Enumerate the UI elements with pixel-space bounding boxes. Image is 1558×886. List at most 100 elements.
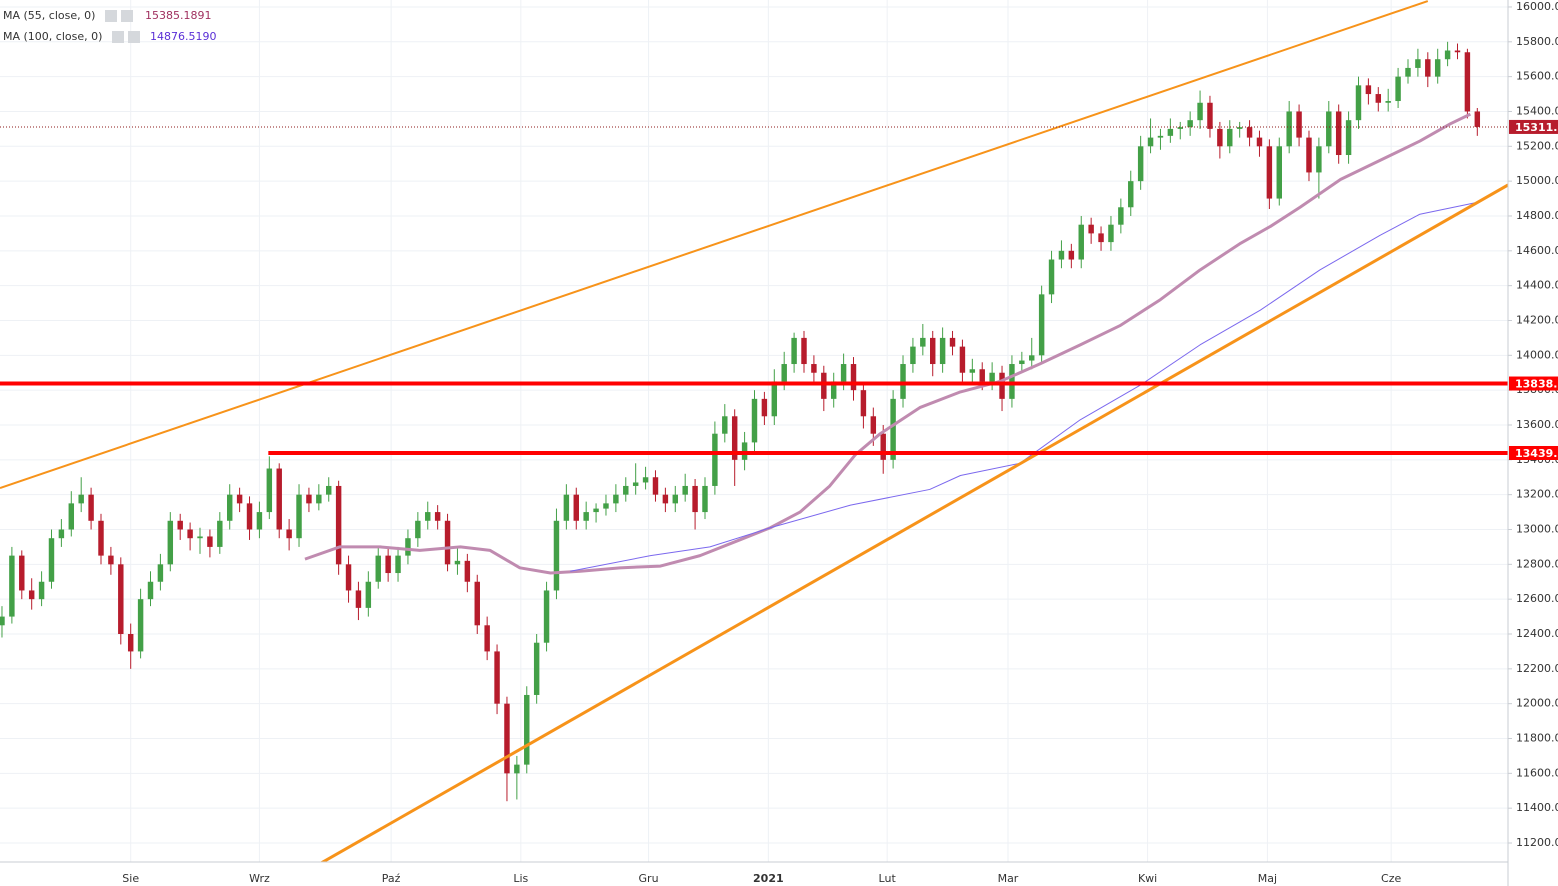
plot-area [0,0,1508,862]
candle-body [1415,59,1421,68]
candle-body [573,494,579,521]
candle-body [1355,85,1362,121]
candle-body [731,416,738,460]
x-tick-label: Sie [122,872,139,885]
candle-body [405,538,411,556]
candle-body [217,520,223,547]
candle-body [959,346,966,373]
candle-body [68,503,75,530]
candle-body [1454,50,1461,53]
candle-body [98,520,104,556]
candle-body [692,485,698,513]
moving-average-line [304,112,1472,575]
last-price-label: 15311.2 [1515,121,1558,134]
candle-body [177,520,183,530]
candle-body [1405,67,1411,77]
candle-body [910,346,916,365]
candle-body [1365,85,1372,95]
candle-body [682,485,688,495]
candle-body [1048,259,1055,295]
y-tick-label: 11400.0 [1516,801,1558,814]
candle-body [1266,146,1273,199]
trendline [319,183,1508,862]
y-tick-label: 15600.0 [1516,70,1558,83]
candle-body [326,485,332,495]
candle-body [1246,127,1253,138]
candle-body [1118,207,1124,225]
candle-body [226,494,233,521]
candle-body [1375,94,1382,103]
close-icon[interactable] [128,31,140,43]
candle-body [236,494,243,504]
candle-body [464,560,471,582]
candle-body [1147,137,1154,147]
candle-body [1217,128,1223,147]
y-tick-label: 11800.0 [1516,732,1558,745]
candle-body [345,564,352,591]
y-tick-label: 15200.0 [1516,139,1558,152]
candle-body [781,364,787,382]
candle-body [385,555,391,574]
candle-body [266,468,273,513]
level-box [1509,445,1558,460]
settings-icon[interactable] [105,10,117,22]
candle-body [603,503,609,509]
candle-body [108,555,114,565]
y-tick-label: 14400.0 [1516,279,1558,292]
candle-body [1385,101,1391,103]
candle-body [306,494,312,504]
candle-body [1078,224,1084,260]
candle-body [1088,224,1094,234]
y-tick-label: 13000.0 [1516,522,1558,535]
candle-body [652,477,659,495]
candle-body [1395,76,1401,102]
settings-icon[interactable] [112,31,124,43]
candle-body [425,512,431,521]
candle-body [1236,127,1243,129]
candle-body [157,564,164,582]
trendline [0,0,1429,489]
candle-body [761,398,768,417]
legend-value: 15385.1891 [145,9,211,22]
candle-body [791,337,797,365]
candle-body [1098,233,1104,243]
candle-body [1434,59,1441,77]
candle-body [137,599,144,652]
y-tick-label: 12800.0 [1516,557,1558,570]
candle-body [1187,120,1193,128]
y-tick-label: 15000.0 [1516,174,1558,187]
candle-body [246,503,253,530]
candle-body [969,369,976,373]
candle-body [296,494,302,539]
y-tick-label: 12600.0 [1516,592,1558,605]
level-label: 13838.1 [1515,378,1558,391]
y-tick-label: 15800.0 [1516,35,1558,48]
candle-body [454,560,461,565]
candle-body [553,520,560,591]
candle-body [632,482,639,486]
candle-body [890,398,896,460]
candle-body [19,555,25,591]
candle-body [583,512,589,521]
close-icon[interactable] [121,10,133,22]
candle-body [880,433,886,460]
candle-body [1009,364,1015,399]
x-tick-label: Cze [1381,872,1401,885]
candle-body [504,703,510,774]
y-tick-label: 14800.0 [1516,209,1558,222]
candle-body [593,508,599,513]
candle-body [920,337,926,347]
candle-body [127,634,134,652]
y-tick-label: 13600.0 [1516,418,1558,431]
candle-body [949,337,956,347]
candle-body [1286,111,1292,147]
level-label: 13439.2 [1515,447,1558,460]
candle-body [801,337,807,365]
candle-body [514,764,520,774]
y-tick-label: 12000.0 [1516,697,1558,710]
x-tick-label: Lut [879,872,897,885]
candle-body [751,398,758,443]
y-tick-label: 15400.0 [1516,104,1558,117]
x-tick-label: 2021 [753,872,784,885]
